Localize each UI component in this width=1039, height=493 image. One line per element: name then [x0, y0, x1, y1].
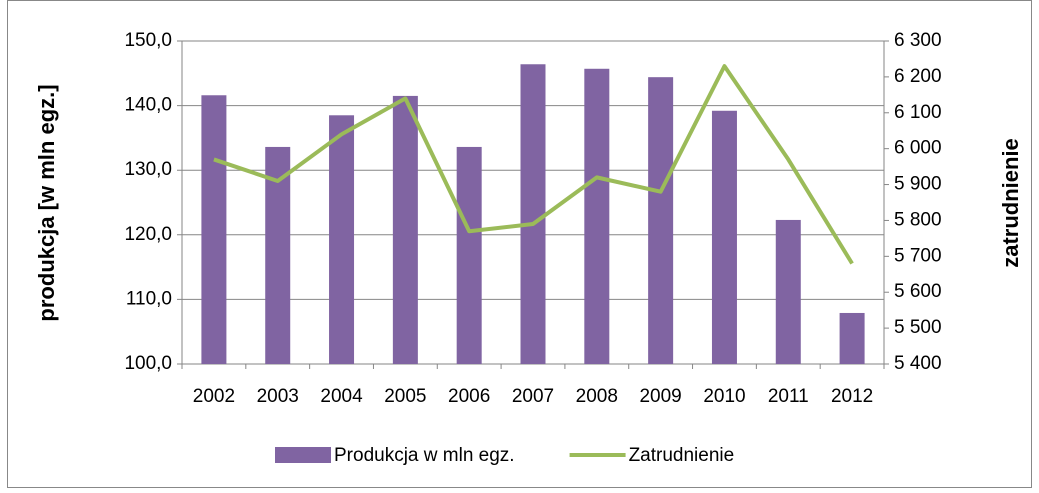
line [213, 64, 854, 265]
chart-frame [7, 0, 1032, 488]
legend-label: Zatrudnienie [629, 445, 735, 466]
bar [839, 312, 865, 364]
y2-tick-label: 6 000 [894, 138, 942, 159]
x-tick-label: 2009 [639, 386, 681, 407]
y2-axis-label: zatrudnienie [998, 138, 1023, 268]
y-tick-label: 130,0 [124, 159, 172, 180]
y2-tick-label: 6 300 [894, 30, 942, 51]
y-tick-label: 140,0 [124, 95, 172, 116]
y-tick-label: 100,0 [124, 353, 172, 374]
x-tick-label: 2002 [193, 386, 235, 407]
x-tick-label: 2011 [768, 386, 809, 407]
y-tick-label: 120,0 [124, 224, 172, 245]
bar [329, 115, 355, 364]
bar [584, 68, 610, 364]
bar [520, 64, 546, 365]
y-axis-label: produkcja [w mln egz.] [34, 84, 59, 321]
legend-label: Produkcja w mln egz. [334, 445, 515, 466]
x-tick-label: 2012 [831, 386, 873, 407]
bar [201, 95, 227, 364]
y-tick-label: 150,0 [124, 30, 172, 51]
bar [775, 219, 801, 364]
y2-tick-label: 6 200 [894, 66, 942, 87]
x-tick-label: 2004 [320, 386, 363, 407]
x-tick-label: 2005 [384, 386, 426, 407]
y2-tick-label: 5 600 [894, 281, 942, 302]
legend-swatch [275, 447, 331, 463]
y2-tick-label: 5 500 [894, 317, 942, 338]
x-tick-label: 2008 [576, 386, 618, 407]
y2-tick-label: 5 900 [894, 174, 942, 195]
y-tick-label: 110,0 [126, 288, 172, 309]
y2-tick-label: 5 700 [894, 245, 942, 266]
x-tick-label: 2007 [512, 386, 554, 407]
bar [711, 110, 737, 364]
bar [648, 77, 674, 365]
bar [456, 146, 482, 364]
bar [392, 95, 418, 364]
x-tick-label: 2003 [257, 386, 299, 407]
bar [265, 146, 291, 364]
y2-tick-label: 5 800 [894, 209, 942, 230]
y2-tick-label: 5 400 [894, 353, 942, 374]
x-tick-label: 2006 [448, 386, 490, 407]
x-tick-label: 2010 [703, 386, 745, 407]
y2-tick-label: 6 100 [894, 102, 942, 123]
